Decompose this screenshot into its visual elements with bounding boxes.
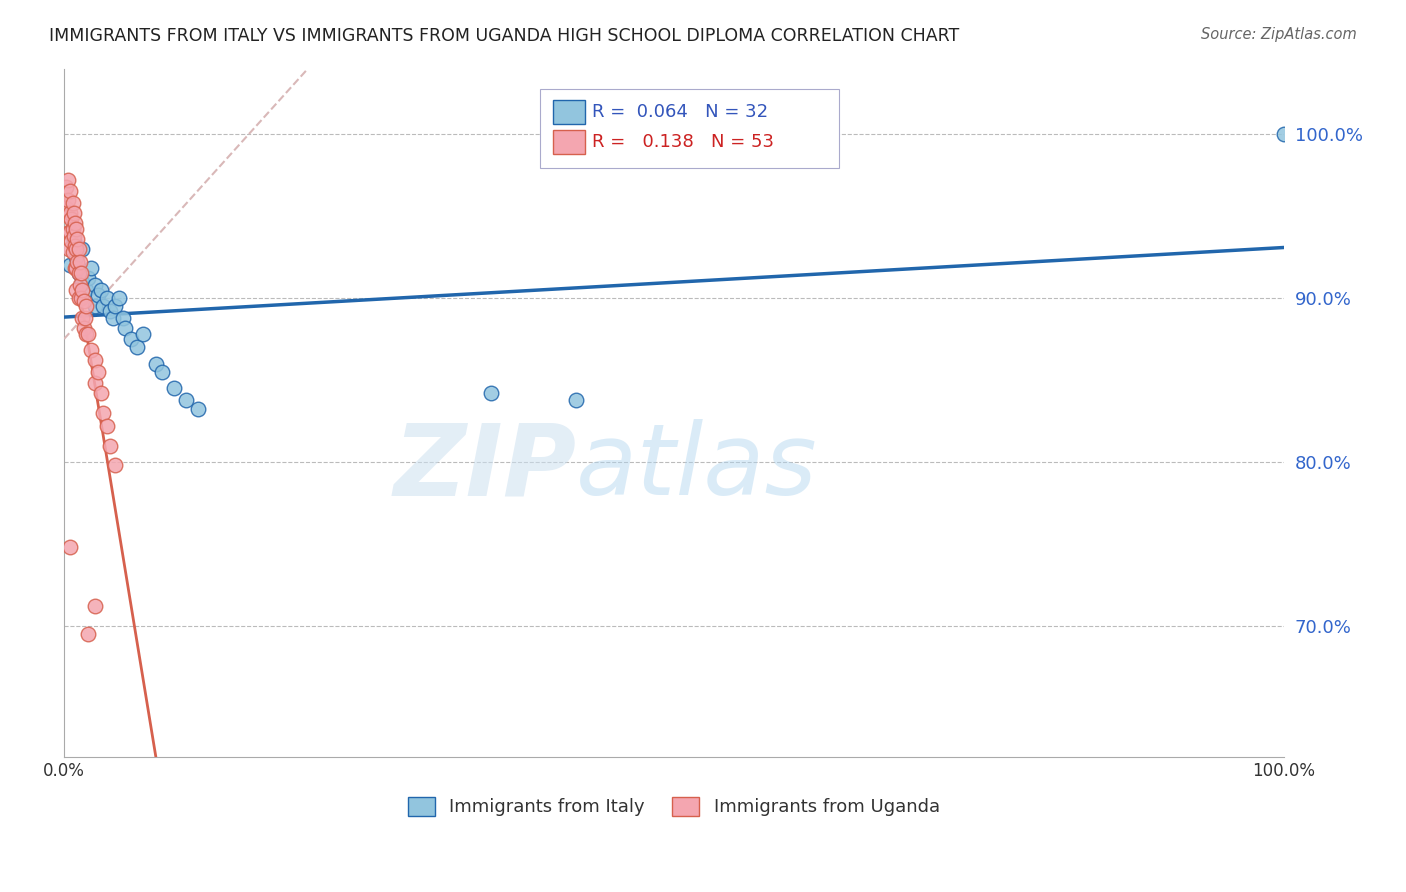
Point bbox=[100, 438, 122, 452]
Point bbox=[87, 365, 110, 379]
Point bbox=[83, 353, 105, 368]
Point bbox=[90, 386, 112, 401]
Point bbox=[72, 320, 94, 334]
Point bbox=[75, 327, 97, 342]
Point bbox=[114, 320, 136, 334]
Point bbox=[65, 261, 87, 276]
Point bbox=[62, 195, 84, 210]
Point bbox=[72, 310, 94, 325]
Point bbox=[83, 376, 105, 391]
Point bbox=[66, 255, 89, 269]
Point bbox=[96, 418, 118, 433]
Point bbox=[91, 299, 114, 313]
Point bbox=[90, 283, 112, 297]
Text: R =  0.064   N = 32: R = 0.064 N = 32 bbox=[592, 103, 768, 121]
Point bbox=[80, 261, 103, 276]
Point bbox=[67, 242, 90, 256]
Point bbox=[55, 201, 77, 215]
Point bbox=[1272, 127, 1295, 141]
Point bbox=[96, 291, 118, 305]
Point bbox=[145, 357, 167, 371]
Point bbox=[56, 193, 79, 207]
FancyBboxPatch shape bbox=[553, 100, 585, 124]
Point bbox=[104, 299, 127, 313]
Point bbox=[59, 185, 82, 199]
Point bbox=[174, 392, 197, 407]
FancyBboxPatch shape bbox=[540, 89, 838, 169]
Point bbox=[60, 234, 83, 248]
Point bbox=[63, 234, 86, 248]
Text: Source: ZipAtlas.com: Source: ZipAtlas.com bbox=[1201, 27, 1357, 42]
Point bbox=[127, 340, 149, 354]
Point bbox=[150, 365, 173, 379]
Point bbox=[75, 283, 97, 297]
Text: atlas: atlas bbox=[576, 419, 818, 516]
Point bbox=[58, 209, 80, 223]
Point bbox=[120, 332, 142, 346]
Point bbox=[111, 310, 134, 325]
Point bbox=[58, 242, 80, 256]
Point bbox=[132, 327, 155, 342]
Point bbox=[83, 277, 105, 292]
Text: IMMIGRANTS FROM ITALY VS IMMIGRANTS FROM UGANDA HIGH SCHOOL DIPLOMA CORRELATION : IMMIGRANTS FROM ITALY VS IMMIGRANTS FROM… bbox=[49, 27, 959, 45]
Point bbox=[63, 216, 86, 230]
Point bbox=[100, 304, 122, 318]
Point bbox=[65, 222, 87, 236]
Point bbox=[72, 283, 94, 297]
Point bbox=[59, 540, 82, 554]
Point bbox=[56, 173, 79, 187]
Point bbox=[65, 250, 87, 264]
Point bbox=[69, 255, 91, 269]
Point bbox=[55, 179, 77, 194]
Point bbox=[187, 402, 209, 417]
Point bbox=[75, 299, 97, 313]
Point bbox=[479, 386, 502, 401]
Point bbox=[104, 458, 127, 473]
FancyBboxPatch shape bbox=[553, 130, 585, 154]
Text: ZIP: ZIP bbox=[394, 419, 576, 516]
Point bbox=[59, 258, 82, 272]
Point bbox=[70, 267, 93, 281]
Point bbox=[67, 267, 90, 281]
Point bbox=[83, 299, 105, 313]
Point bbox=[163, 381, 186, 395]
Point bbox=[83, 599, 105, 614]
Point bbox=[59, 206, 82, 220]
Point bbox=[77, 327, 100, 342]
Point bbox=[58, 226, 80, 240]
Point bbox=[72, 275, 94, 289]
Point bbox=[77, 271, 100, 285]
Point bbox=[63, 206, 86, 220]
Point bbox=[63, 228, 86, 243]
Point bbox=[63, 261, 86, 276]
Point bbox=[70, 291, 93, 305]
Point bbox=[66, 232, 89, 246]
Point bbox=[62, 222, 84, 236]
Text: R =   0.138   N = 53: R = 0.138 N = 53 bbox=[592, 133, 775, 151]
Point bbox=[87, 287, 110, 301]
Point bbox=[65, 242, 87, 256]
Point bbox=[59, 226, 82, 240]
Point bbox=[72, 242, 94, 256]
Point bbox=[77, 627, 100, 641]
Point bbox=[69, 277, 91, 292]
Point bbox=[65, 283, 87, 297]
Point bbox=[101, 310, 124, 325]
Point bbox=[80, 343, 103, 358]
Point bbox=[67, 291, 90, 305]
Point bbox=[108, 291, 131, 305]
Point bbox=[565, 392, 588, 407]
Point bbox=[91, 406, 114, 420]
Point bbox=[63, 238, 86, 252]
Point bbox=[62, 245, 84, 260]
Point bbox=[67, 267, 90, 281]
Point bbox=[73, 310, 96, 325]
Point bbox=[72, 294, 94, 309]
Legend: Immigrants from Italy, Immigrants from Uganda: Immigrants from Italy, Immigrants from U… bbox=[401, 789, 948, 823]
Point bbox=[60, 212, 83, 227]
